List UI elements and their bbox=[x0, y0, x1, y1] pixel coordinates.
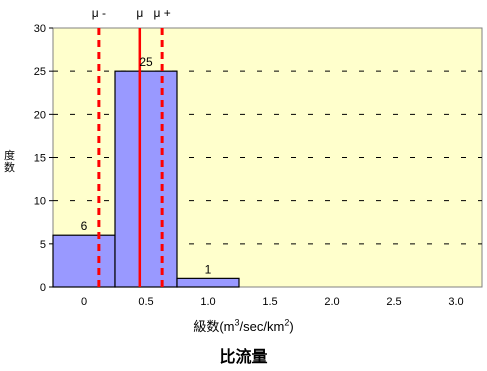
x-tick-label-3: 1.5 bbox=[262, 296, 277, 308]
bar-value-label-2: 1 bbox=[205, 262, 212, 276]
y-tick-label-2: 10 bbox=[34, 196, 46, 208]
reference-lines: μ - μ μ + bbox=[92, 6, 171, 287]
bar-value-label-0: 6 bbox=[81, 219, 88, 233]
x-tick-label-4: 2.0 bbox=[324, 296, 339, 308]
bars bbox=[52, 70, 240, 288]
reference-label-0: μ - bbox=[92, 6, 106, 20]
y-tick-label-6: 30 bbox=[34, 23, 46, 35]
reference-label-1: μ bbox=[136, 6, 143, 20]
y-tick-label-3: 15 bbox=[34, 153, 46, 165]
bar-2 bbox=[176, 277, 240, 288]
y-tick-label-4: 20 bbox=[34, 109, 46, 121]
bar-value-label-1: 25 bbox=[139, 55, 153, 69]
y-axis: 0 5 10 15 20 25 30 bbox=[34, 23, 53, 294]
bar-0 bbox=[52, 234, 116, 288]
y-tick-label-5: 25 bbox=[34, 66, 46, 78]
x-tick-label-0: 0 bbox=[81, 296, 87, 308]
data-labels: 6 25 1 bbox=[81, 55, 212, 276]
x-tick-label-6: 3.0 bbox=[448, 296, 463, 308]
x-axis: 00.51.01.52.02.53.0~ bbox=[81, 296, 464, 308]
reference-label-2: μ + bbox=[153, 6, 170, 20]
x-tick-label-2: 1.0 bbox=[200, 296, 215, 308]
y-tick-label-1: 5 bbox=[40, 239, 46, 251]
bar-1 bbox=[114, 70, 178, 288]
y-tick-label-0: 0 bbox=[40, 282, 46, 294]
chart-title: 比流量 bbox=[219, 347, 268, 366]
y-axis-title: 度数 bbox=[4, 149, 15, 174]
x-tick-label-1: 0.5 bbox=[138, 296, 153, 308]
x-tick-label-5: 2.5 bbox=[386, 296, 401, 308]
x-axis-title: 級数(m3/sec/km2) bbox=[193, 317, 294, 334]
